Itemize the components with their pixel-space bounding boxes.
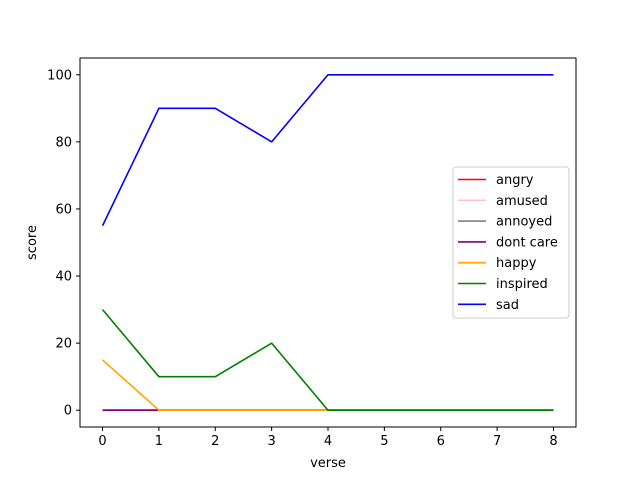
x-tick-label: 1 xyxy=(155,434,163,449)
legend-label-annoyed: annoyed xyxy=(496,215,552,230)
legend-label-sad: sad xyxy=(496,298,519,313)
legend: angry amused annoyed dont care happy inspired… xyxy=(452,166,570,319)
x-tick-label: 7 xyxy=(493,434,501,449)
legend-label-happy: happy xyxy=(496,256,537,271)
x-axis: 0 1 2 3 4 5 6 7 8 xyxy=(98,427,558,449)
y-tick-label: 40 xyxy=(55,270,72,285)
x-axis-label: verse xyxy=(310,456,346,471)
y-tick-label: 20 xyxy=(55,337,72,352)
x-tick-label: 4 xyxy=(324,434,332,449)
legend-box xyxy=(452,166,570,319)
y-axis: 0 20 40 60 80 100 xyxy=(47,68,80,419)
y-tick-label: 80 xyxy=(55,135,72,150)
x-tick-label: 2 xyxy=(211,434,219,449)
x-tick-label: 5 xyxy=(380,434,388,449)
x-tick-label: 8 xyxy=(549,434,557,449)
legend-label-dont-care: dont care xyxy=(496,235,558,250)
y-tick-label: 60 xyxy=(55,202,72,217)
series-line-inspired xyxy=(101,309,554,412)
series-layer xyxy=(101,73,554,412)
y-tick-label: 0 xyxy=(64,404,72,419)
y-axis-label: score xyxy=(25,225,40,260)
legend-label-amused: amused xyxy=(496,194,548,209)
series-line-sad xyxy=(101,73,554,227)
x-tick-label: 0 xyxy=(98,434,106,449)
y-tick-label: 100 xyxy=(47,68,72,83)
x-tick-label: 6 xyxy=(437,434,445,449)
legend-label-inspired: inspired xyxy=(496,277,548,292)
legend-label-angry: angry xyxy=(496,173,534,188)
x-tick-label: 3 xyxy=(267,434,275,449)
